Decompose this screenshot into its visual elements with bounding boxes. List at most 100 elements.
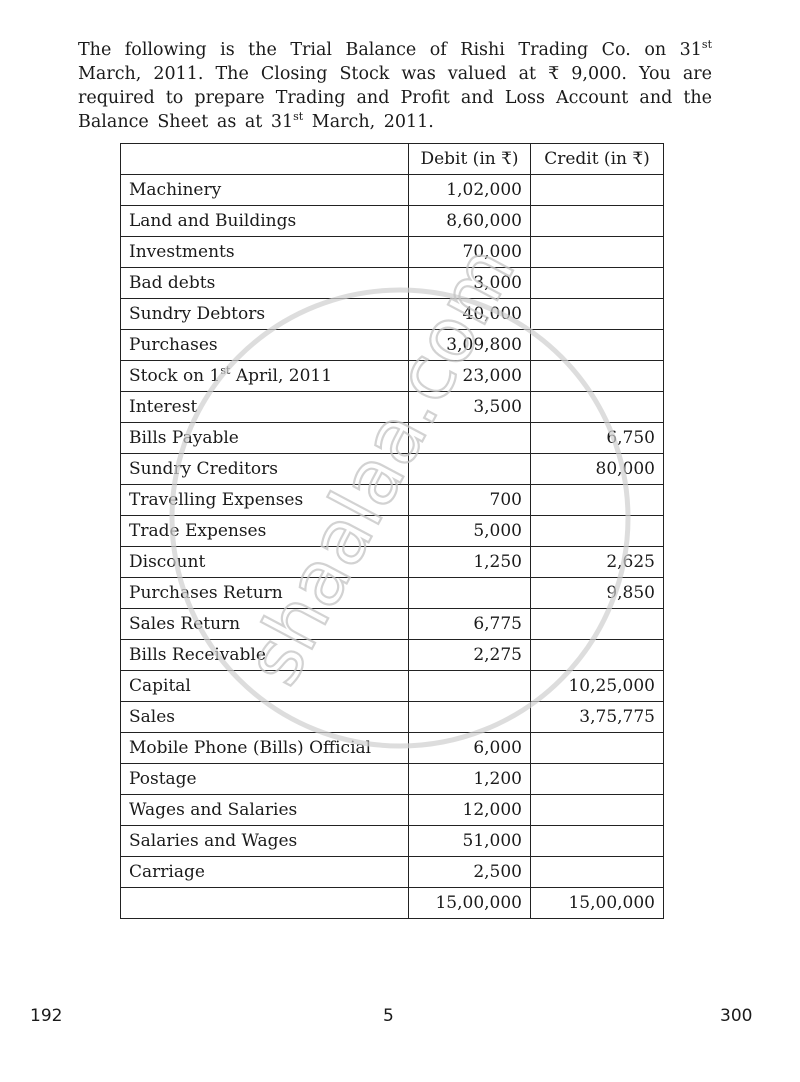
particulars-text: Sundry Debtors bbox=[129, 304, 266, 324]
table-row: Capital 10,25,000 bbox=[120, 670, 664, 702]
row-debit: 1,02,000 bbox=[408, 174, 531, 206]
row-credit: 80,000 bbox=[530, 453, 664, 485]
table-row: Interest 3,500 bbox=[120, 391, 664, 423]
row-particulars: Machinery bbox=[120, 174, 409, 206]
row-debit: 23,000 bbox=[408, 360, 531, 392]
particulars-text: Interest bbox=[129, 397, 198, 417]
particulars-text: Discount bbox=[129, 552, 206, 572]
row-particulars: Purchases Return bbox=[120, 577, 409, 609]
table-row: Salaries and Wages 51,000 bbox=[120, 825, 664, 857]
trial-balance-table: Debit (in ₹) Credit (in ₹) Machinery 1,02… bbox=[120, 143, 664, 919]
row-debit: 700 bbox=[408, 484, 531, 516]
particulars-text: Machinery bbox=[129, 180, 222, 200]
row-credit bbox=[530, 639, 664, 671]
row-debit: 1,250 bbox=[408, 546, 531, 578]
superscript: st bbox=[701, 38, 712, 51]
row-debit: 5,000 bbox=[408, 515, 531, 547]
row-debit bbox=[408, 701, 531, 733]
header-particulars bbox=[120, 143, 409, 175]
particulars-text: Investments bbox=[129, 242, 235, 262]
row-debit bbox=[408, 453, 531, 485]
table-header-row: Debit (in ₹) Credit (in ₹) bbox=[120, 143, 664, 175]
header-debit: Debit (in ₹) bbox=[408, 143, 531, 175]
row-debit: 12,000 bbox=[408, 794, 531, 826]
table-row: Bills Receivable 2,275 bbox=[120, 639, 664, 671]
row-particulars: Discount bbox=[120, 546, 409, 578]
row-debit: 6,000 bbox=[408, 732, 531, 764]
table-row: Travelling Expenses 700 bbox=[120, 484, 664, 516]
row-particulars: Purchases bbox=[120, 329, 409, 361]
footer-left-code: 192 bbox=[30, 1006, 63, 1026]
particulars-text: Land and Buildings bbox=[129, 211, 297, 231]
particulars-text: Sales bbox=[129, 707, 176, 727]
row-credit bbox=[530, 825, 664, 857]
question-text: The following is the Trial Balance of Ri… bbox=[78, 38, 712, 134]
table-row: Bad debts 3,000 bbox=[120, 267, 664, 299]
particulars-text: Sundry Creditors bbox=[129, 459, 278, 479]
table-row: Investments 70,000 bbox=[120, 236, 664, 268]
particulars-text: Purchases Return bbox=[129, 583, 283, 603]
row-debit: 40,000 bbox=[408, 298, 531, 330]
row-particulars: Bills Payable bbox=[120, 422, 409, 454]
total-debit: 15,00,000 bbox=[408, 887, 531, 919]
row-particulars: Travelling Expenses bbox=[120, 484, 409, 516]
row-particulars: Bad debts bbox=[120, 267, 409, 299]
row-debit: 70,000 bbox=[408, 236, 531, 268]
particulars-text: Salaries and Wages bbox=[129, 831, 298, 851]
total-credit: 15,00,000 bbox=[530, 887, 664, 919]
row-particulars: Sundry Creditors bbox=[120, 453, 409, 485]
row-credit bbox=[530, 794, 664, 826]
table-row: Postage 1,200 bbox=[120, 763, 664, 795]
row-credit bbox=[530, 732, 664, 764]
particulars-text: Purchases bbox=[129, 335, 218, 355]
table-row: Mobile Phone (Bills) Official 6,000 bbox=[120, 732, 664, 764]
particulars-text: Travelling Expenses bbox=[129, 490, 304, 510]
table-row: Carriage 2,500 bbox=[120, 856, 664, 888]
row-debit bbox=[408, 577, 531, 609]
row-particulars: Sales Return bbox=[120, 608, 409, 640]
row-particulars: Sundry Debtors bbox=[120, 298, 409, 330]
particulars-text: Postage bbox=[129, 769, 197, 789]
particulars-text: April, 2011 bbox=[230, 366, 333, 386]
row-credit: 2,625 bbox=[530, 546, 664, 578]
particulars-text: Mobile Phone (Bills) Official bbox=[129, 738, 372, 758]
row-credit bbox=[530, 484, 664, 516]
row-credit bbox=[530, 360, 664, 392]
row-particulars: Mobile Phone (Bills) Official bbox=[120, 732, 409, 764]
particulars-text: Wages and Salaries bbox=[129, 800, 298, 820]
row-credit bbox=[530, 205, 664, 237]
table-row: Machinery 1,02,000 bbox=[120, 174, 664, 206]
row-credit bbox=[530, 515, 664, 547]
total-row: 15,00,000 15,00,000 bbox=[120, 887, 664, 919]
table-row: Purchases 3,09,800 bbox=[120, 329, 664, 361]
table-row: Wages and Salaries 12,000 bbox=[120, 794, 664, 826]
particulars-text: Bad debts bbox=[129, 273, 216, 293]
row-debit: 1,200 bbox=[408, 763, 531, 795]
row-particulars: Bills Receivable bbox=[120, 639, 409, 671]
row-debit: 8,60,000 bbox=[408, 205, 531, 237]
row-credit: 10,25,000 bbox=[530, 670, 664, 702]
particulars-text: Stock on 1 bbox=[129, 366, 221, 386]
row-debit: 6,775 bbox=[408, 608, 531, 640]
row-debit: 3,500 bbox=[408, 391, 531, 423]
row-particulars: Postage bbox=[120, 763, 409, 795]
row-credit bbox=[530, 267, 664, 299]
row-debit: 3,000 bbox=[408, 267, 531, 299]
row-credit bbox=[530, 763, 664, 795]
row-particulars: Sales bbox=[120, 701, 409, 733]
table-row: Bills Payable 6,750 bbox=[120, 422, 664, 454]
row-particulars: Salaries and Wages bbox=[120, 825, 409, 857]
row-credit bbox=[530, 608, 664, 640]
row-particulars: Capital bbox=[120, 670, 409, 702]
particulars-text: Capital bbox=[129, 676, 191, 696]
row-credit bbox=[530, 329, 664, 361]
row-debit: 2,500 bbox=[408, 856, 531, 888]
row-particulars: Trade Expenses bbox=[120, 515, 409, 547]
row-particulars: Interest bbox=[120, 391, 409, 423]
table-row: Sales 3,75,775 bbox=[120, 701, 664, 733]
footer-right-code: 300 bbox=[720, 1006, 753, 1026]
particulars-text: Carriage bbox=[129, 862, 205, 882]
table-row: Sundry Debtors 40,000 bbox=[120, 298, 664, 330]
table-row: Sales Return 6,775 bbox=[120, 608, 664, 640]
row-particulars: Carriage bbox=[120, 856, 409, 888]
